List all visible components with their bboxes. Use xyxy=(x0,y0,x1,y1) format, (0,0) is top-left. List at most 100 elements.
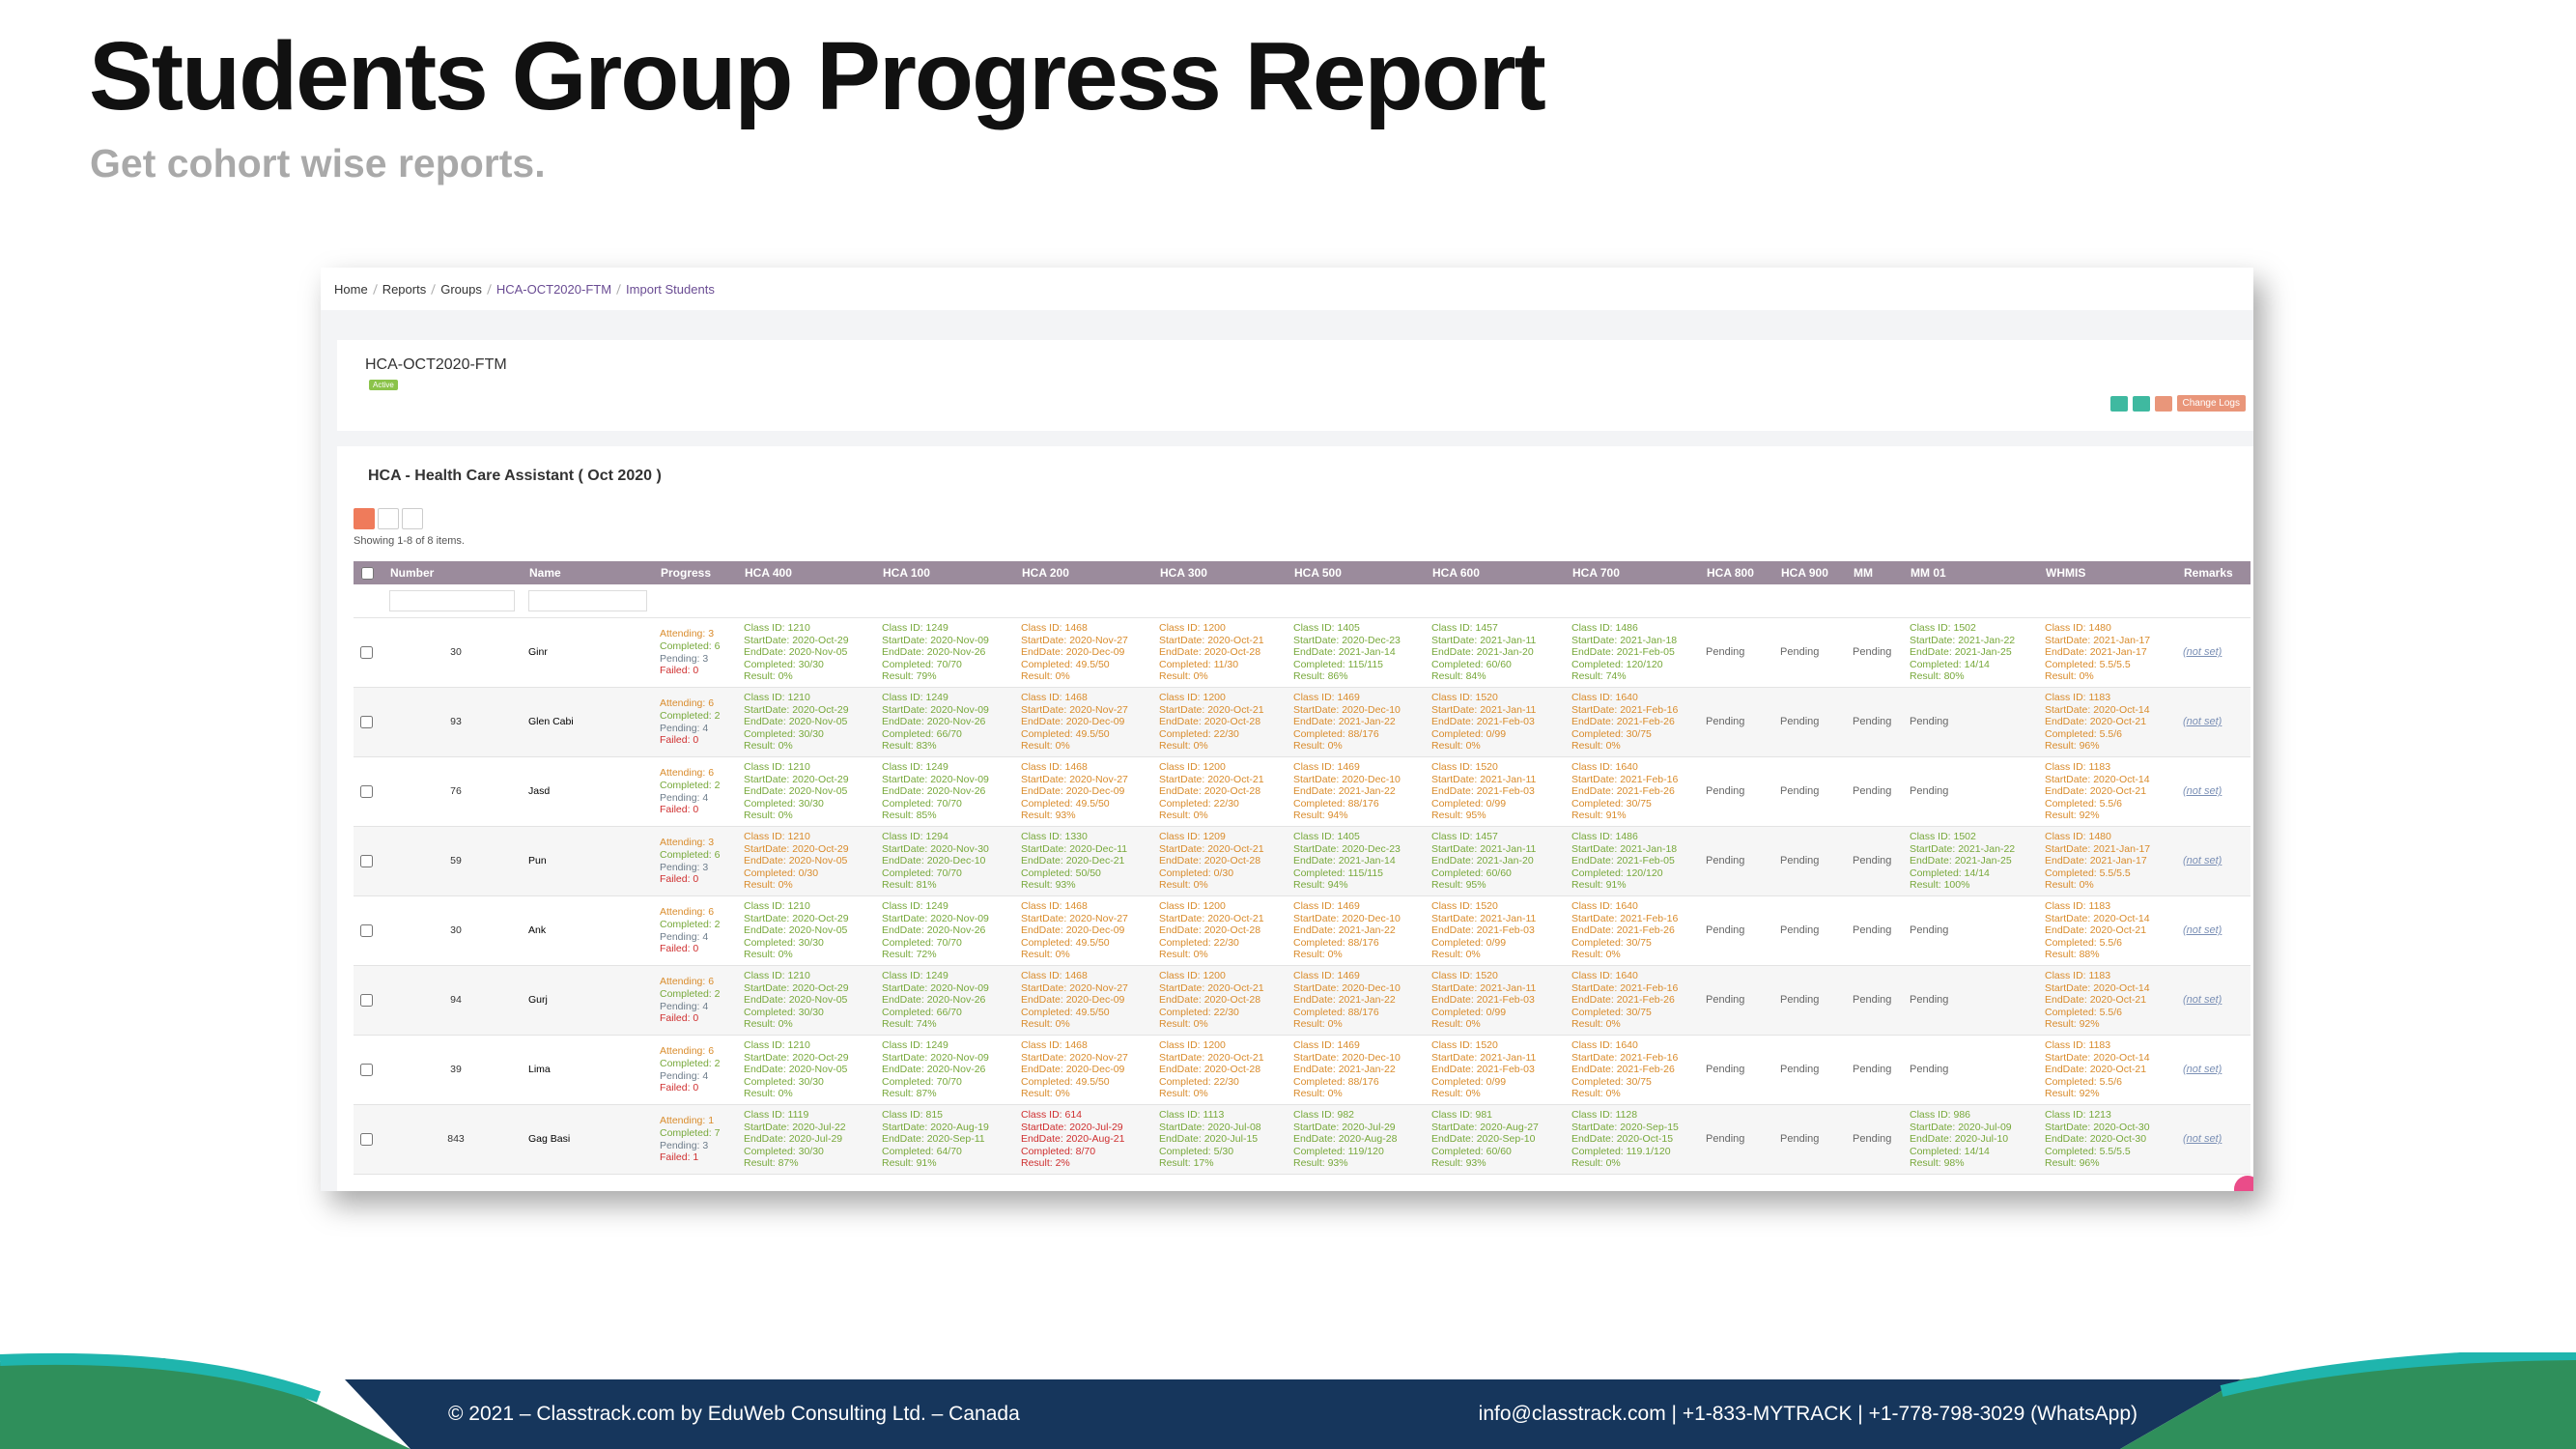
breadcrumb-link[interactable]: Reports xyxy=(382,281,427,297)
remarks[interactable]: (not set) xyxy=(2180,617,2250,688)
row-checkbox[interactable] xyxy=(360,645,373,659)
row-checkbox[interactable] xyxy=(360,715,373,728)
course-line: Class ID: 1200 xyxy=(1159,692,1226,704)
course-line: EndDate: 2020-Nov-26 xyxy=(882,924,986,937)
course-line: Completed: 66/70 xyxy=(882,1006,962,1018)
course-line: Result: 92% xyxy=(2045,810,2100,822)
remarks[interactable]: (not set) xyxy=(2180,756,2250,827)
course-line: Class ID: 1640 xyxy=(1571,970,1638,982)
course-line: Class ID: 1502 xyxy=(1910,831,1976,843)
course-line: Completed: 8/70 xyxy=(1021,1145,1096,1157)
course-line: EndDate: 2020-Nov-05 xyxy=(744,855,848,867)
grid-button[interactable] xyxy=(354,508,375,529)
filter-input[interactable] xyxy=(528,590,647,611)
delete-button[interactable] xyxy=(2154,395,2172,412)
breadcrumb-link[interactable]: HCA-OCT2020-FTM xyxy=(495,281,612,297)
breadcrumb-link[interactable]: Import Students xyxy=(626,281,715,297)
course-line: Completed: 0/99 xyxy=(1431,1006,1507,1018)
course-line: EndDate: 2020-Aug-21 xyxy=(1021,1133,1125,1146)
course-line: Completed: 88/176 xyxy=(1293,1006,1379,1018)
course-line: Class ID: 1520 xyxy=(1431,761,1498,774)
course-line: Completed: 22/30 xyxy=(1159,936,1239,949)
remarks[interactable]: (not set) xyxy=(2180,687,2250,757)
progress-line: Pending: 3 xyxy=(660,861,709,873)
course-cell: Class ID: 1640 StartDate: 2021-Feb-16 EndD… xyxy=(1569,756,1703,827)
course-line: EndDate: 2020-Nov-26 xyxy=(882,1064,986,1076)
pending-cell: Pending xyxy=(1907,756,2042,827)
course-line: Class ID: 1200 xyxy=(1159,761,1226,774)
student-name: Jasd xyxy=(525,756,657,827)
filter-cell xyxy=(1703,584,1777,618)
student-number: 39 xyxy=(386,1035,525,1105)
remarks[interactable]: (not set) xyxy=(2180,965,2250,1036)
course-line: Result: 98% xyxy=(1910,1157,1965,1170)
course-line: Completed: 5.5/5.5 xyxy=(2045,658,2131,670)
pending-cell: Pending xyxy=(1703,756,1777,827)
course-line: Class ID: 1249 xyxy=(882,1039,948,1052)
course-line: StartDate: 2020-Jul-29 xyxy=(1293,1121,1396,1133)
row-checkbox[interactable] xyxy=(360,993,373,1007)
remarks[interactable]: (not set) xyxy=(2180,1104,2250,1175)
course-line: Class ID: 1249 xyxy=(882,970,948,982)
view-button[interactable] xyxy=(2109,395,2128,412)
progress-line: Pending: 4 xyxy=(660,930,709,943)
breadcrumb-separator xyxy=(487,283,492,295)
course-line: EndDate: 2020-Nov-05 xyxy=(744,1064,848,1076)
row-checkbox[interactable] xyxy=(360,854,373,867)
row-checkbox[interactable] xyxy=(360,1132,373,1146)
course-line: Result: 74% xyxy=(882,1018,937,1031)
course-line: StartDate: 2021-Jan-11 xyxy=(1431,912,1537,924)
course-line: EndDate: 2021-Feb-03 xyxy=(1431,924,1535,937)
chat-bubble[interactable] xyxy=(2234,1176,2253,1191)
progress-line: Pending: 3 xyxy=(660,1139,709,1151)
course-cell: Class ID: 1640 StartDate: 2021-Feb-16 EndD… xyxy=(1569,1035,1703,1105)
course-line: Class ID: 1468 xyxy=(1021,692,1088,704)
remarks[interactable]: (not set) xyxy=(2180,826,2250,896)
filter-cell xyxy=(1156,584,1290,618)
select-all[interactable] xyxy=(361,566,374,580)
pending-cell: Pending xyxy=(1703,965,1777,1036)
course-line: Result: 17% xyxy=(1159,1157,1214,1170)
course-line: StartDate: 2020-Dec-10 xyxy=(1293,1051,1401,1064)
row-checkbox[interactable] xyxy=(360,923,373,937)
course-line: EndDate: 2020-Nov-05 xyxy=(744,646,848,659)
list-button[interactable] xyxy=(378,508,399,529)
filter-cell xyxy=(657,584,741,618)
change-logs-button[interactable]: Change Logs xyxy=(2176,395,2246,412)
course-line: Completed: 11/30 xyxy=(1159,658,1239,670)
progress-line: Completed: 2 xyxy=(660,779,721,791)
progress-line: Attending: 6 xyxy=(660,697,715,710)
remarks[interactable]: (not set) xyxy=(2180,895,2250,966)
course-line: EndDate: 2020-Dec-21 xyxy=(1021,855,1125,867)
breadcrumb-link[interactable]: Groups xyxy=(440,281,482,297)
filter-cell xyxy=(1907,584,2042,618)
course-cell: Class ID: 981 StartDate: 2020-Aug-27 EndDa… xyxy=(1429,1104,1569,1175)
course-line: Class ID: 1128 xyxy=(1571,1109,1638,1122)
edit-button[interactable] xyxy=(2132,395,2150,412)
course-line: StartDate: 2020-Jul-22 xyxy=(744,1121,846,1133)
course-line: StartDate: 2020-Nov-30 xyxy=(882,842,989,855)
course-line: Class ID: 1210 xyxy=(744,622,810,635)
progress-line: Completed: 6 xyxy=(660,848,721,861)
student-name: Gag Basi xyxy=(525,1104,657,1175)
breadcrumb-link[interactable]: Home xyxy=(334,281,368,297)
export-button[interactable] xyxy=(402,508,423,529)
course-line: Result: 0% xyxy=(1571,740,1621,753)
course-line: Class ID: 1249 xyxy=(882,900,948,913)
course-line: EndDate: 2020-Jul-29 xyxy=(744,1133,843,1146)
row-checkbox[interactable] xyxy=(360,1063,373,1076)
course-line: Completed: 22/30 xyxy=(1159,797,1239,810)
course-cell: Class ID: 1200 StartDate: 2020-Oct-21 EndD… xyxy=(1156,617,1290,688)
course-line: Completed: 0/30 xyxy=(744,867,819,879)
column-header: WHMIS xyxy=(2042,561,2180,584)
course-line: Class ID: 1502 xyxy=(1910,622,1976,635)
course-cell: Class ID: 1330 StartDate: 2020-Dec-11 EndD… xyxy=(1018,826,1156,896)
row-checkbox[interactable] xyxy=(360,784,373,798)
course-cell: Class ID: 1249 StartDate: 2020-Nov-09 EndD… xyxy=(879,965,1018,1036)
filter-input[interactable] xyxy=(389,590,516,611)
course-line: Completed: 60/60 xyxy=(1431,867,1512,879)
remarks[interactable]: (not set) xyxy=(2180,1035,2250,1105)
pending-cell: Pending xyxy=(1777,756,1850,827)
course-cell: Class ID: 1640 StartDate: 2021-Feb-16 EndD… xyxy=(1569,687,1703,757)
course-cell: Class ID: 1200 StartDate: 2020-Oct-21 EndD… xyxy=(1156,687,1290,757)
